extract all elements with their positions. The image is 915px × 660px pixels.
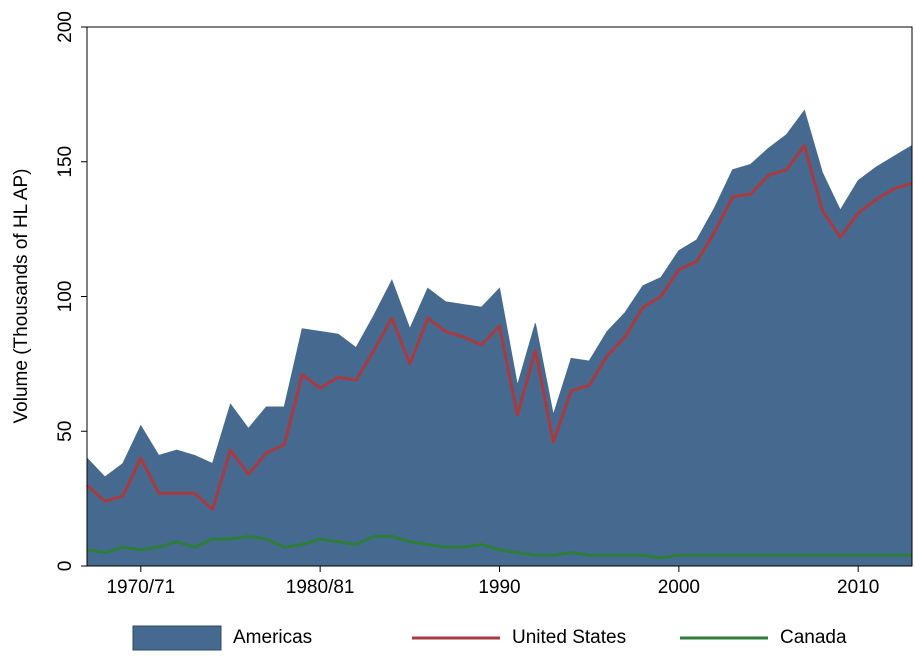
x-tick-label: 2010 xyxy=(837,577,879,598)
x-tick-label: 2000 xyxy=(658,577,700,598)
line xyxy=(86,534,912,560)
y-tick-label: 100 xyxy=(55,281,76,313)
area xyxy=(86,109,913,567)
x-tick-label: 1980/81 xyxy=(286,577,355,598)
y-tick-label: 50 xyxy=(55,421,76,442)
line xyxy=(85,144,913,511)
legend-swatch xyxy=(132,625,222,651)
y-axis-label: Volume (Thousands of HL AP) xyxy=(11,169,32,424)
y-tick-label: 200 xyxy=(55,11,76,43)
legend-label: United States xyxy=(512,627,626,648)
y-tick-label: 150 xyxy=(55,146,76,178)
y-tick-label: 0 xyxy=(55,561,76,572)
x-tick-label: 1990 xyxy=(478,577,520,598)
legend-label: Americas xyxy=(233,627,312,648)
legend-label: Canada xyxy=(780,627,847,648)
x-tick-label: 1970/71 xyxy=(106,577,175,598)
